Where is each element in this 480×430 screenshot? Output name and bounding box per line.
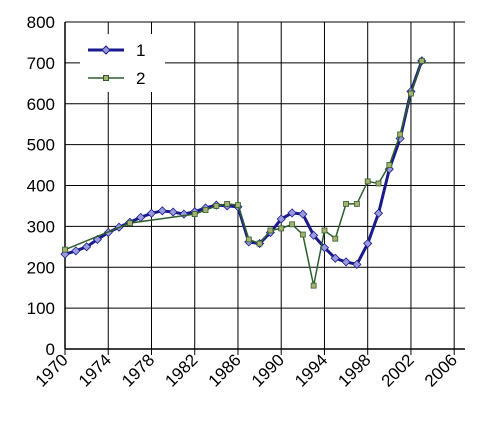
- y-tick-label: 500: [27, 136, 55, 155]
- marker: [278, 225, 285, 232]
- marker: [179, 209, 189, 219]
- marker: [364, 178, 371, 185]
- marker: [298, 209, 308, 219]
- marker: [363, 238, 373, 249]
- y-tick-label: 300: [27, 217, 55, 236]
- marker: [62, 246, 68, 253]
- marker: [309, 230, 319, 240]
- marker: [202, 207, 209, 213]
- x-tick-label: 1978: [118, 350, 158, 390]
- marker: [418, 57, 425, 64]
- y-tick-label: 100: [27, 299, 55, 318]
- marker: [276, 214, 286, 224]
- x-tick-label: 1970: [32, 350, 72, 390]
- marker: [330, 253, 340, 263]
- y-tick-label: 0: [46, 340, 55, 359]
- legend-box: [80, 34, 165, 92]
- y-tick-label: 700: [27, 54, 55, 73]
- marker: [287, 208, 297, 218]
- marker: [71, 246, 81, 256]
- y-tick-label: 800: [27, 13, 55, 32]
- x-tick-label: 1986: [205, 350, 245, 390]
- marker: [299, 231, 306, 238]
- legend-marker: [101, 45, 111, 55]
- marker: [126, 220, 133, 227]
- marker: [256, 240, 263, 247]
- marker: [332, 235, 339, 242]
- marker: [373, 208, 384, 218]
- marker: [289, 221, 295, 228]
- marker: [375, 180, 382, 187]
- marker: [352, 259, 362, 269]
- marker: [213, 203, 220, 209]
- legend-label: 1: [136, 41, 145, 60]
- marker: [146, 208, 157, 218]
- marker: [82, 242, 92, 252]
- marker: [386, 162, 393, 168]
- marker: [310, 282, 317, 289]
- x-tick-label: 1994: [291, 350, 331, 390]
- marker: [408, 90, 414, 97]
- marker: [245, 236, 252, 243]
- x-tick-label: 1990: [248, 350, 288, 390]
- y-tick-label: 400: [27, 177, 55, 196]
- marker: [224, 200, 231, 207]
- marker: [168, 207, 178, 217]
- marker: [341, 257, 351, 267]
- x-tick-label: 1974: [75, 350, 115, 390]
- legend-label: 2: [136, 69, 145, 88]
- marker: [343, 200, 349, 207]
- marker: [397, 131, 404, 138]
- x-tick-label: 2006: [421, 350, 461, 390]
- legend-marker: [103, 75, 109, 81]
- marker: [157, 206, 167, 216]
- marker: [235, 202, 241, 209]
- marker: [321, 227, 328, 234]
- marker: [191, 211, 198, 218]
- legend: 12: [80, 34, 165, 92]
- x-tick-label: 1998: [334, 350, 374, 390]
- marker: [267, 227, 274, 234]
- marker: [353, 200, 360, 207]
- x-tick-label: 1982: [161, 350, 201, 390]
- series-line: [64, 60, 423, 286]
- x-tick-label: 2002: [378, 350, 418, 390]
- y-tick-label: 200: [27, 258, 55, 277]
- y-tick-label: 600: [27, 95, 55, 114]
